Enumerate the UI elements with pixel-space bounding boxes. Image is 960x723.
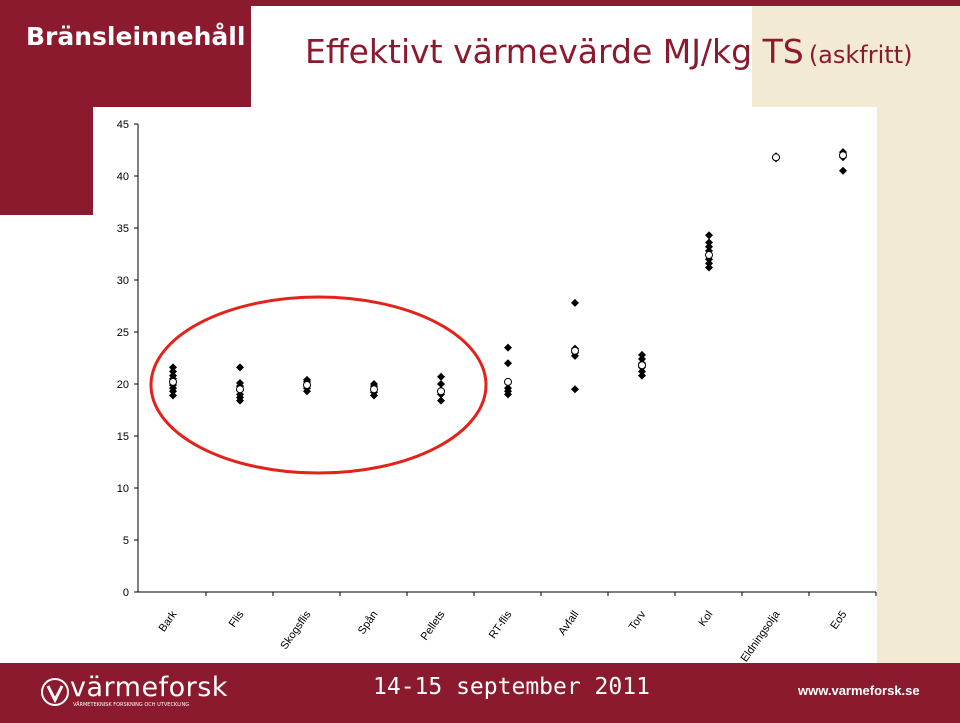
mean-marker <box>236 385 244 394</box>
x-tick-label: Eo5 <box>828 609 849 632</box>
y-tick-label: 40 <box>117 171 129 183</box>
data-point <box>169 391 177 400</box>
data-point <box>705 242 713 251</box>
mean-marker <box>839 151 847 160</box>
logo-name: värmeforsk <box>70 672 228 703</box>
event-date: 14-15 september 2011 <box>373 674 650 700</box>
data-point <box>504 384 512 393</box>
data-point <box>638 367 646 376</box>
x-tick-label: Kol <box>697 609 716 629</box>
data-point <box>571 298 579 307</box>
data-point <box>705 263 713 272</box>
y-tick-label: 25 <box>117 327 129 339</box>
mean-marker <box>571 346 579 355</box>
y-tick-label: 15 <box>117 431 129 443</box>
section-label: Bränsleinnehåll <box>26 22 246 51</box>
y-tick-label: 10 <box>117 483 129 495</box>
y-tick-label: 30 <box>117 275 129 287</box>
data-point <box>705 231 713 240</box>
mean-marker <box>303 381 311 390</box>
mean-marker <box>638 361 646 370</box>
slide-title: Effektivt värmevärde MJ/kg TS (askfritt) <box>305 32 912 71</box>
data-point <box>169 367 177 376</box>
data-point <box>437 372 445 381</box>
scatter-chart: 0 5 10 15 20 25 30 35 40 45 Bark Flis Skogsflis Spån P… <box>117 119 877 663</box>
data-point <box>638 371 646 380</box>
mean-marker <box>370 385 378 394</box>
mean-marker <box>437 387 445 396</box>
x-tick-label: Pellets <box>419 608 448 642</box>
data-point <box>705 238 713 247</box>
data-point <box>169 371 177 380</box>
slide-title-sub: (askfritt) <box>808 41 913 69</box>
y-tick-label: 35 <box>117 223 129 235</box>
website-url: www.varmeforsk.se <box>798 683 920 698</box>
mean-marker <box>772 153 780 162</box>
data-point <box>638 350 646 359</box>
x-tick-label: Skogsflis <box>278 608 313 651</box>
top-strip <box>251 0 960 6</box>
y-tick-label: 0 <box>123 587 129 599</box>
data-point <box>437 396 445 405</box>
y-tick-label: 5 <box>123 535 129 547</box>
y-tick-label: 45 <box>117 119 129 131</box>
highlight-ellipse <box>149 295 488 475</box>
section-tab <box>0 0 251 107</box>
x-tick-label: Spån <box>356 609 381 637</box>
x-tick-label: Bark <box>157 608 180 634</box>
x-tick-label: Torv <box>627 608 649 632</box>
x-tick-label: Avfall <box>556 609 581 638</box>
x-tick-label: Flis <box>227 608 247 629</box>
chart-area: 0 5 10 15 20 25 30 35 40 45 Bark Flis Skogsflis Spån P… <box>93 107 877 663</box>
logo-tagline: VÄRMETEKNISK FORSKNING OCH UTVECKLING <box>73 702 190 708</box>
slide-title-main: Effektivt värmevärde MJ/kg TS <box>305 32 804 71</box>
mean-marker <box>705 251 713 260</box>
mean-marker <box>504 377 512 386</box>
mean-marker <box>169 377 177 386</box>
data-point <box>638 355 646 364</box>
y-tick-label: 20 <box>117 379 129 391</box>
x-tick-label: Eldningsolja <box>739 608 783 663</box>
x-tick-label: RT-flis <box>487 608 515 641</box>
data-point <box>504 359 512 368</box>
data-point <box>839 166 847 175</box>
data-point <box>236 363 244 372</box>
varmeforsk-logo-icon <box>41 678 69 706</box>
footer-bar <box>0 663 960 723</box>
data-point <box>169 363 177 372</box>
data-point <box>236 378 244 387</box>
section-tab-extension <box>0 107 93 215</box>
data-point <box>437 380 445 388</box>
data-point <box>705 259 713 268</box>
data-point <box>571 385 579 394</box>
data-point <box>504 343 512 352</box>
